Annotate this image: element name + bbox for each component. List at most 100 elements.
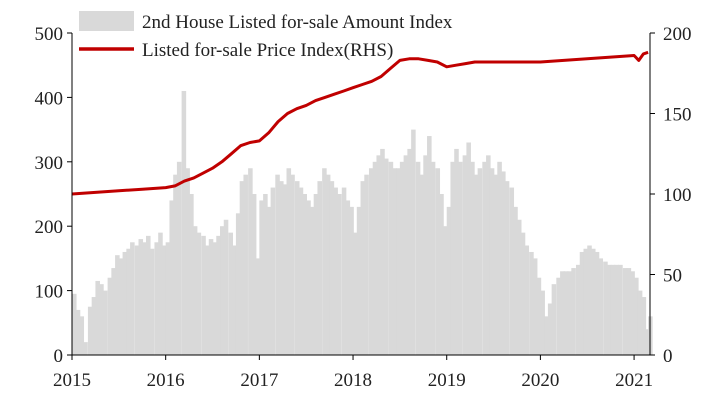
amount-index-bar: [243, 174, 248, 355]
amount-index-bar: [376, 155, 382, 355]
amount-index-bar: [563, 271, 569, 355]
amount-index-bar: [513, 206, 518, 355]
amount-index-bar: [313, 194, 319, 355]
amount-index-bar: [142, 242, 147, 355]
amount-index-bar: [618, 264, 623, 355]
amount-index-bar: [634, 277, 639, 355]
amount-index-bar: [493, 174, 499, 355]
amount-index-bar: [130, 242, 135, 355]
amount-index-bar: [333, 187, 338, 355]
amount-index-bar: [462, 155, 468, 355]
amount-index-bar: [298, 187, 304, 355]
amount-index-bar: [208, 239, 214, 355]
amount-index-bar: [430, 161, 436, 355]
amount-index-bar: [603, 261, 608, 355]
amount-index-bar: [622, 268, 628, 355]
amount-index-bar: [486, 155, 491, 355]
amount-index-bar: [337, 194, 342, 355]
amount-index-bar: [509, 187, 515, 355]
amount-index-bar: [641, 297, 647, 355]
amount-index-bar: [122, 251, 128, 355]
amount-index-bar: [154, 242, 159, 355]
amount-index-bar: [201, 235, 206, 355]
amount-index-bar: [169, 200, 174, 355]
amount-index-bar: [165, 242, 171, 355]
price-index-line-series: [71, 50, 649, 196]
amount-index-bar: [205, 245, 210, 355]
amount-index-bar: [275, 174, 280, 355]
left-y-tick-label: 400: [35, 88, 64, 109]
amount-index-bar: [383, 158, 389, 355]
amount-index-bar: [598, 258, 604, 355]
amount-index-bar: [614, 264, 619, 355]
amount-index-bar: [102, 290, 108, 355]
amount-index-bar: [149, 248, 155, 355]
legend-swatch-amount-index: [79, 11, 134, 31]
amount-index-bar: [473, 174, 479, 355]
amount-index-bar: [532, 258, 538, 355]
amount-index-bar: [220, 226, 225, 355]
amount-index-bar: [158, 232, 163, 355]
amount-index-bar: [364, 174, 369, 355]
right-y-tick-label: 50: [663, 266, 682, 287]
amount-index-bar: [587, 245, 592, 355]
amount-index-bar: [439, 194, 444, 355]
amount-index-bar: [399, 161, 405, 355]
amount-index-bar: [423, 155, 428, 355]
amount-index-bar: [87, 306, 93, 355]
amount-index-bar: [161, 245, 167, 355]
amount-index-bar: [259, 200, 264, 355]
amount-index-bar: [263, 194, 268, 355]
amount-index-bar: [345, 200, 351, 355]
left-y-tick-label: 500: [35, 24, 64, 45]
amount-index-bar: [192, 226, 198, 355]
amount-index-bar: [392, 168, 397, 355]
amount-index-bar: [228, 232, 233, 355]
amount-index-bar: [360, 181, 366, 355]
amount-index-bar: [645, 329, 650, 355]
right-y-tick-label: 200: [663, 24, 692, 45]
x-tick-label: 2015: [53, 370, 91, 391]
amount-index-bar: [551, 284, 557, 355]
amount-index-bar: [403, 155, 409, 355]
amount-index-bar: [415, 161, 421, 355]
amount-index-bar: [454, 148, 459, 355]
amount-index-bar: [610, 264, 616, 355]
amount-index-bar: [325, 174, 331, 355]
amount-index-bar: [590, 248, 596, 355]
amount-index-bar: [411, 129, 416, 355]
amount-index-bar: [637, 290, 643, 355]
amount-index-bar: [575, 264, 581, 355]
amount-index-bar: [489, 168, 495, 355]
amount-index-bar: [477, 168, 483, 355]
amount-index-bar: [544, 316, 549, 355]
x-tick-label: 2020: [521, 370, 559, 391]
amount-index-bar: [79, 316, 85, 355]
amount-index-bar: [427, 136, 432, 355]
amount-index-bar: [232, 245, 237, 355]
amount-index-bar: [329, 181, 335, 355]
amount-index-bar: [516, 219, 522, 355]
amount-index-bars: [72, 90, 653, 356]
amount-index-bar: [536, 277, 542, 355]
amount-index-bar: [529, 251, 534, 355]
amount-index-bar: [606, 264, 612, 355]
left-y-tick-label: 300: [35, 153, 64, 174]
amount-index-bar: [322, 168, 327, 355]
amount-index-bar: [540, 290, 545, 355]
amount-index-bar: [435, 168, 441, 355]
amount-index-bar: [630, 271, 635, 355]
amount-index-bar: [181, 90, 187, 356]
amount-index-bar: [368, 168, 374, 355]
amount-index-bar: [146, 235, 151, 355]
amount-index-bar: [353, 232, 358, 355]
amount-index-bar: [380, 148, 385, 355]
left-y-tick-label: 100: [35, 282, 64, 303]
amount-index-bar: [520, 232, 526, 355]
amount-index-bar: [118, 258, 124, 355]
amount-index-bar: [407, 148, 412, 355]
axes: 0 100 200 300 400 500 0 50 100 150 200 2015 2016 2017…: [35, 24, 692, 391]
amount-index-bar: [75, 309, 81, 355]
amount-index-bar: [466, 142, 471, 355]
